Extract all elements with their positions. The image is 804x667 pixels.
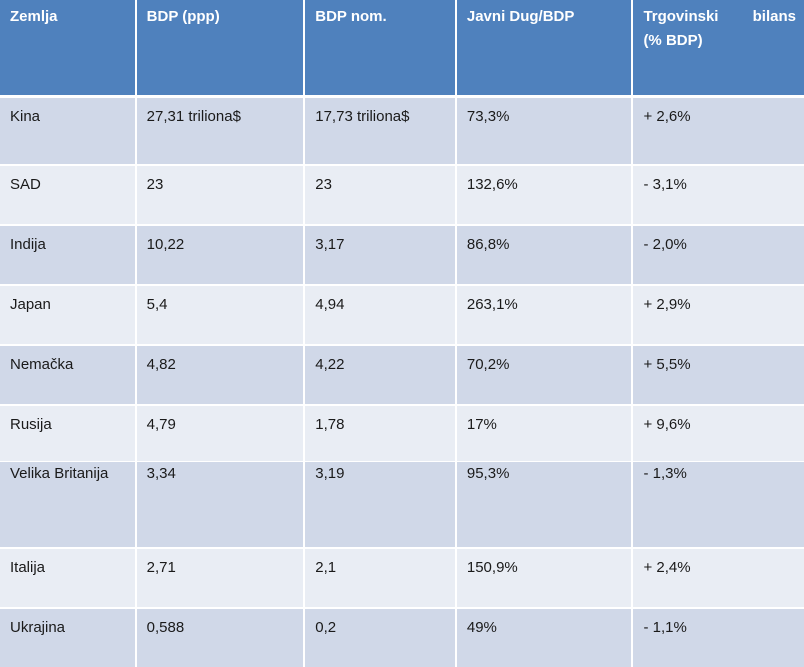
cell-public-debt: 95,3% [456, 462, 632, 547]
cell-gdp-nominal: 1,78 [305, 406, 455, 461]
table-row: Velika Britanija 3,34 3,19 95,3% - 1,3% [0, 462, 804, 547]
cell-trade-balance: + 2,9% [633, 286, 804, 344]
cell-trade-balance: + 5,5% [633, 346, 804, 404]
cell-country: Indija [0, 226, 135, 284]
cell-public-debt: 86,8% [456, 226, 632, 284]
table-row: Italija 2,71 2,1 150,9% + 2,4% [0, 549, 804, 607]
cell-country: Rusija [0, 406, 135, 461]
cell-public-debt: 70,2% [456, 346, 632, 404]
cell-gdp-ppp: 3,34 [136, 462, 304, 547]
header-gdp-ppp: BDP (ppp) [136, 0, 304, 95]
header-balance-word: bilans [752, 8, 796, 25]
header-gdp-nominal: BDP nom. [305, 0, 455, 95]
cell-trade-balance: + 2,4% [633, 549, 804, 607]
cell-country: Italija [0, 549, 135, 607]
cell-country: Japan [0, 286, 135, 344]
table-row: Nemačka 4,82 4,22 70,2% + 5,5% [0, 346, 804, 404]
cell-public-debt: 132,6% [456, 166, 632, 224]
cell-public-debt: 73,3% [456, 98, 632, 164]
header-trade-balance: Trgovinski bilans (% BDP) [633, 0, 804, 95]
header-public-debt: Javni Dug/BDP [456, 0, 632, 95]
cell-trade-balance: - 3,1% [633, 166, 804, 224]
cell-trade-balance: - 1,1% [633, 609, 804, 667]
header-country: Zemlja [0, 0, 135, 95]
cell-gdp-ppp: 4,82 [136, 346, 304, 404]
cell-gdp-nominal: 3,17 [305, 226, 455, 284]
cell-country: SAD [0, 166, 135, 224]
cell-gdp-nominal: 0,2 [305, 609, 455, 667]
cell-gdp-nominal: 23 [305, 166, 455, 224]
cell-public-debt: 17% [456, 406, 632, 461]
cell-gdp-nominal: 3,19 [305, 462, 455, 547]
cell-gdp-ppp: 10,22 [136, 226, 304, 284]
cell-trade-balance: + 9,6% [633, 406, 804, 461]
cell-gdp-nominal: 4,94 [305, 286, 455, 344]
table-row: Japan 5,4 4,94 263,1% + 2,9% [0, 286, 804, 344]
cell-gdp-ppp: 0,588 [136, 609, 304, 667]
header-trade-word: Trgovinski [643, 8, 719, 25]
cell-trade-balance: + 2,6% [633, 98, 804, 164]
table-row: Ukrajina 0,588 0,2 49% - 1,1% [0, 609, 804, 667]
cell-gdp-ppp: 2,71 [136, 549, 304, 607]
cell-gdp-nominal: 2,1 [305, 549, 455, 607]
cell-trade-balance: - 1,3% [633, 462, 804, 547]
table-row: Kina 27,31 triliona$ 17,73 triliona$ 73,… [0, 98, 804, 164]
header-trade-balance-unit: (% BDP) [643, 32, 703, 49]
cell-country: Velika Britanija [0, 462, 135, 547]
cell-country: Nemačka [0, 346, 135, 404]
cell-gdp-ppp: 23 [136, 166, 304, 224]
cell-gdp-ppp: 5,4 [136, 286, 304, 344]
cell-gdp-nominal: 4,22 [305, 346, 455, 404]
cell-country: Kina [0, 98, 135, 164]
cell-country: Ukrajina [0, 609, 135, 667]
table-row: Rusija 4,79 1,78 17% + 9,6% [0, 406, 804, 461]
table-row: Indija 10,22 3,17 86,8% - 2,0% [0, 226, 804, 284]
table-header-row: Zemlja BDP (ppp) BDP nom. Javni Dug/BDP … [0, 0, 804, 95]
cell-trade-balance: - 2,0% [633, 226, 804, 284]
cell-public-debt: 49% [456, 609, 632, 667]
cell-gdp-nominal: 17,73 triliona$ [305, 98, 455, 164]
header-trade-balance-line1: Trgovinski bilans [643, 5, 796, 29]
cell-public-debt: 150,9% [456, 549, 632, 607]
table-row: SAD 23 23 132,6% - 3,1% [0, 166, 804, 224]
cell-gdp-ppp: 27,31 triliona$ [136, 98, 304, 164]
cell-public-debt: 263,1% [456, 286, 632, 344]
cell-gdp-ppp: 4,79 [136, 406, 304, 461]
